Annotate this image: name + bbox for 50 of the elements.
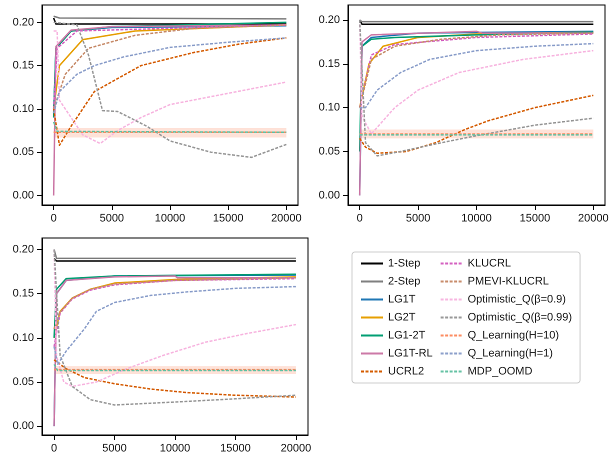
y-tick-label: 0.20 [12,16,34,28]
x-tick-label: 5000 [406,212,430,224]
line-series [53,286,297,366]
legend-label: LG1T-RL [388,348,433,360]
y-tick-label: 0.00 [12,189,34,202]
legend-label: MDP_OOMD [468,366,532,378]
line-series [358,94,594,154]
legend-label: LG2T [388,312,416,324]
line-series [52,22,288,158]
x-tick-label: 10000 [154,212,186,224]
legend-label: Q_Learning(H=1) [468,348,553,360]
y-tick-label: 0.05 [12,146,34,158]
y-tick-label: 0.15 [318,58,340,70]
x-tick-label: 0 [51,442,58,454]
y-tick-label: 0.05 [12,376,34,388]
y-tick-label: 0.15 [12,60,34,72]
line-series [53,277,297,330]
x-tick-label: 5000 [100,212,124,224]
x-tick-label: 10000 [160,442,190,454]
x-tick-label: 0 [356,212,363,224]
x-tick-label: 15000 [520,212,550,224]
y-tick-label: 0.20 [318,14,340,26]
x-tick-label: 5000 [102,442,127,454]
legend-label: 1-Step [388,258,420,270]
y-tick-label: 0.20 [12,243,34,256]
legend-label: Q_Learning(H=10) [468,330,560,342]
legend-label: LG1-2T [388,330,426,342]
legend-label: Optimistic_Q(β=0.99) [468,312,572,324]
y-tick-label: 0.15 [12,288,34,300]
y-tick-label: 0.00 [318,189,340,202]
x-tick-label: 0 [50,212,57,224]
legend-label: PMEVI-KLUCRL [468,276,549,288]
legend-label: Optimistic_Q(β=0.9) [468,294,566,306]
y-tick-label: 0.05 [318,145,340,158]
x-tick-label: 10000 [461,212,492,224]
line-series [358,30,594,196]
x-tick-label: 15000 [220,442,251,454]
x-tick-label: 20000 [271,212,302,224]
y-tick-label: 0.10 [12,332,34,344]
y-tick-label: 0.10 [12,102,34,115]
x-tick-label: 20000 [578,212,609,224]
legend-label: LG1T [388,294,416,306]
x-tick-label: 15000 [212,212,244,224]
legend-label: 2-Step [388,276,420,288]
y-tick-label: 0.10 [318,102,340,114]
legend-label: KLUCRL [468,258,512,270]
line-series [53,359,297,398]
legend-label: UCRL2 [388,366,424,378]
x-tick-label: 20000 [280,442,312,454]
y-tick-label: 0.00 [12,420,34,432]
